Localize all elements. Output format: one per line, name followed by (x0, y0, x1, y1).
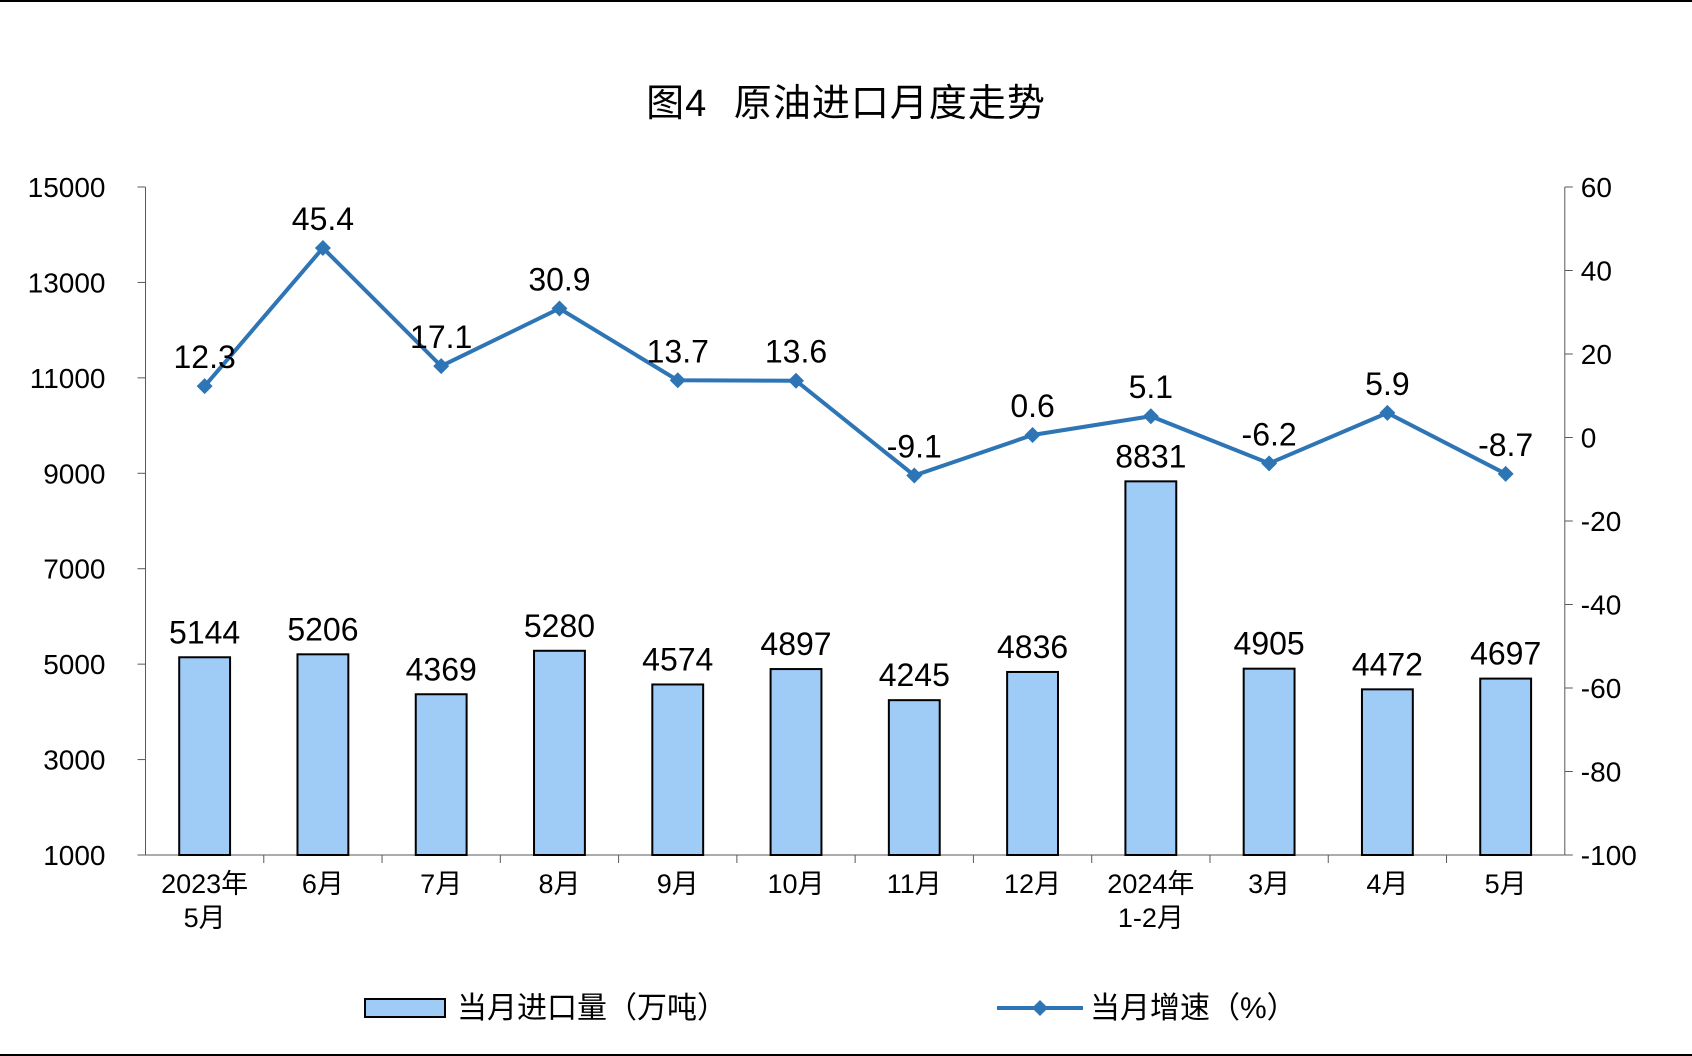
svg-text:3000: 3000 (43, 745, 105, 776)
svg-text:4369: 4369 (406, 651, 477, 687)
svg-text:5280: 5280 (524, 608, 595, 644)
svg-text:7000: 7000 (43, 554, 105, 585)
svg-text:4472: 4472 (1352, 646, 1423, 682)
svg-text:-100: -100 (1581, 840, 1637, 871)
svg-text:13.6: 13.6 (765, 334, 827, 370)
svg-text:0: 0 (1581, 423, 1597, 454)
svg-text:12月: 12月 (1004, 869, 1061, 899)
svg-text:13.7: 13.7 (647, 333, 709, 369)
svg-text:5月: 5月 (1485, 869, 1527, 899)
svg-text:-20: -20 (1581, 506, 1621, 537)
svg-text:当月进口量（万吨）: 当月进口量（万吨） (457, 992, 727, 1025)
svg-text:6月: 6月 (302, 869, 344, 899)
svg-text:4245: 4245 (879, 657, 950, 693)
svg-text:20: 20 (1581, 339, 1612, 370)
svg-text:1-2月: 1-2月 (1118, 903, 1184, 933)
svg-text:5206: 5206 (287, 611, 358, 647)
svg-text:7月: 7月 (420, 869, 462, 899)
svg-text:-80: -80 (1581, 757, 1621, 788)
svg-text:17.1: 17.1 (410, 319, 472, 355)
svg-text:12.3: 12.3 (173, 339, 235, 375)
svg-text:9月: 9月 (657, 869, 699, 899)
svg-text:60: 60 (1581, 172, 1612, 203)
svg-text:8831: 8831 (1115, 438, 1186, 474)
svg-text:4897: 4897 (760, 626, 831, 662)
svg-text:5000: 5000 (43, 649, 105, 680)
svg-text:2024年: 2024年 (1107, 869, 1194, 899)
svg-text:5144: 5144 (169, 614, 240, 650)
svg-text:40: 40 (1581, 256, 1612, 287)
svg-text:11月: 11月 (887, 869, 942, 899)
svg-text:2023年: 2023年 (161, 869, 248, 899)
svg-text:-8.7: -8.7 (1478, 427, 1533, 463)
svg-text:-60: -60 (1581, 673, 1621, 704)
svg-text:13000: 13000 (28, 267, 106, 298)
svg-text:-6.2: -6.2 (1242, 416, 1297, 452)
svg-text:10月: 10月 (767, 869, 824, 899)
svg-text:4697: 4697 (1470, 636, 1541, 672)
svg-text:5.1: 5.1 (1129, 369, 1173, 405)
svg-text:0.6: 0.6 (1010, 388, 1054, 424)
svg-text:11000: 11000 (30, 363, 106, 394)
svg-text:4905: 4905 (1234, 626, 1305, 662)
svg-text:4月: 4月 (1366, 869, 1408, 899)
svg-text:3月: 3月 (1248, 869, 1290, 899)
svg-text:-40: -40 (1581, 590, 1621, 621)
svg-text:45.4: 45.4 (292, 201, 354, 237)
svg-text:1000: 1000 (43, 840, 105, 871)
svg-text:30.9: 30.9 (528, 261, 590, 297)
svg-text:4836: 4836 (997, 629, 1068, 665)
svg-text:8月: 8月 (538, 869, 580, 899)
svg-text:9000: 9000 (43, 458, 105, 489)
svg-text:15000: 15000 (28, 172, 106, 203)
svg-text:5.9: 5.9 (1365, 366, 1409, 402)
svg-text:4574: 4574 (642, 641, 713, 677)
svg-text:5月: 5月 (184, 903, 226, 933)
svg-text:当月增速（%）: 当月增速（%） (1090, 992, 1297, 1025)
svg-text:-9.1: -9.1 (887, 428, 942, 464)
